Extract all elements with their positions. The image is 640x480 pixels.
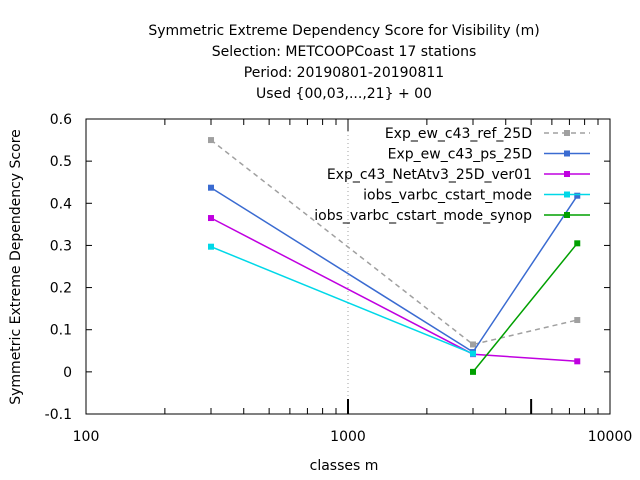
title-line-2: Selection: METCOOPCoast 17 stations bbox=[212, 44, 477, 60]
y-tick-label: 0.4 bbox=[50, 196, 72, 212]
title-line-4: Used {00,03,...,21} + 00 bbox=[256, 86, 432, 102]
y-axis-label: Symmetric Extreme Dependency Score bbox=[8, 129, 24, 405]
legend-label-2: Exp_ew_c43_ps_25D bbox=[388, 147, 532, 163]
data-point bbox=[208, 215, 215, 222]
y-tick-label: 0.6 bbox=[50, 112, 72, 128]
x-axis-label: classes m bbox=[310, 458, 379, 474]
data-point bbox=[208, 243, 215, 250]
x-tick-label: 10000 bbox=[588, 429, 633, 445]
y-tick-label: -0.1 bbox=[45, 407, 72, 423]
data-point bbox=[208, 137, 215, 144]
legend-label-4: iobs_varbc_cstart_mode bbox=[363, 188, 532, 204]
data-point bbox=[208, 184, 215, 191]
data-point bbox=[574, 358, 581, 365]
data-point bbox=[470, 350, 477, 357]
legend-label-3: Exp_c43_NetAtv3_25D_ver01 bbox=[327, 167, 532, 183]
y-tick-label: 0.1 bbox=[50, 323, 72, 339]
axes: -0.1 0 0.1 0.2 0.3 0.4 0.5 0.6 100 1000 10000 bbox=[45, 112, 633, 445]
legend-label-1: Exp_ew_c43_ref_25D bbox=[385, 126, 532, 142]
data-point bbox=[574, 240, 581, 247]
chart-title: Symmetric Extreme Dependency Score for V… bbox=[148, 23, 539, 102]
legend-marker-5 bbox=[564, 212, 570, 218]
legend-marker-2 bbox=[564, 150, 570, 157]
legend-label-5: iobs_varbc_cstart_mode_synop bbox=[314, 208, 532, 224]
series-line-5 bbox=[472, 242, 578, 373]
y-tick-label: 0.5 bbox=[50, 154, 72, 170]
x-tick-label: 100 bbox=[73, 429, 100, 445]
data-point bbox=[574, 317, 581, 324]
legend-marker-3 bbox=[564, 171, 570, 177]
data-point bbox=[574, 192, 581, 199]
legend-marker-1 bbox=[564, 130, 570, 136]
x-tick-label: 1000 bbox=[330, 429, 366, 445]
series-line-1 bbox=[210, 139, 578, 346]
series-line-3 bbox=[210, 217, 578, 363]
series-lines bbox=[208, 137, 581, 375]
y-tick-label: 0 bbox=[63, 365, 72, 381]
title-line-3: Period: 20190801-20190811 bbox=[244, 65, 444, 81]
legend-marker-4 bbox=[564, 191, 570, 198]
data-point bbox=[470, 368, 477, 375]
title-line-1: Symmetric Extreme Dependency Score for V… bbox=[148, 23, 539, 39]
series-line-4 bbox=[210, 246, 474, 355]
y-tick-label: 0.3 bbox=[50, 238, 72, 254]
data-point bbox=[470, 341, 477, 348]
legend: Exp_ew_c43_ref_25D Exp_ew_c43_ps_25D Exp_c… bbox=[314, 126, 590, 224]
y-tick-label: 0.2 bbox=[50, 281, 72, 297]
